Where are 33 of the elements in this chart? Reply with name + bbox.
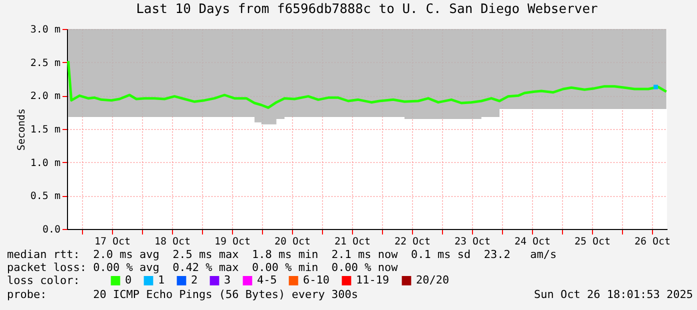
y-tick-label: 0.5 m [30,191,60,202]
text: median rtt: 2.0 ms avg 2.5 ms max 1.8 ms min 2.1 ms now 0.1 ms sd 23.2 am/s [7,248,557,261]
legend-label: 20/20 [416,274,450,287]
x-tick-label: 17 Oct [94,236,131,248]
x-tick-label: 20 Oct [274,236,311,248]
y-tick-label: 2.0 m [30,91,60,102]
legend-label: 0 [125,274,132,287]
y-tick-label: 0.0 [42,224,60,236]
y-tick-label: 3.0 m [30,24,60,36]
text: probe: 20 ICMP Echo Pings (56 Bytes) every 300s [7,288,358,301]
x-tick-label: 22 Oct [394,236,431,248]
y-tick-label: 1.5 m [30,124,60,136]
x-tick-label: 18 Oct [154,236,191,248]
x-tick-label: 26 Oct [634,236,671,248]
legend-label: 6-10 [303,274,330,287]
y-tick-label: 2.5 m [30,58,60,69]
legend-title: loss color: [7,274,80,287]
text: Sun Oct 26 18:01:53 2025 [534,288,693,301]
x-tick-label: 24 Oct [514,236,551,248]
chart-title: Last 10 Days from f6596db7888c to U. C. San Diego Webserver [136,2,598,17]
legend-label: 4-5 [257,274,277,287]
legend-label: 1 [158,274,165,287]
legend-label: 2 [191,274,198,287]
line-series [67,60,668,109]
legend-label: 11-19 [356,274,390,287]
x-tick-label: 21 Oct [334,236,371,248]
x-tick-label: 19 Oct [214,236,251,248]
x-tick-label: 25 Oct [574,236,611,248]
legend-label: 3 [224,274,231,287]
y-axis-title: Seconds [16,108,28,151]
y-tick-label: 1.0 m [30,158,60,169]
text: packet loss: 0.00 % avg 0.42 % max 0.00 % min 0.00 % now [7,261,398,274]
x-tick-label: 23 Oct [454,236,491,248]
